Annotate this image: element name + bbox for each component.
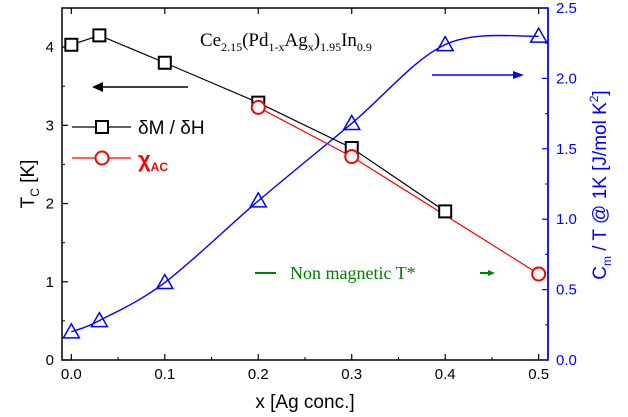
x-axis-ticks: 0.0 0.1 0.2 0.3 0.4 0.5 [61,8,549,383]
cm-fit-curve [71,34,539,333]
legend-item-chi-ac: χAC [72,147,168,174]
title-part: 2.15 [221,40,242,54]
y-right-axis-ticks: 0.0 0.5 1.0 1.5 2.0 2.5 [542,0,577,369]
y-right-tick-label: 1.5 [556,141,577,158]
x-axis-label: x [Ag conc.] [255,392,354,413]
y-left-axis-label: TC [K] [18,160,42,209]
x-tick-label: 0.0 [61,366,82,383]
y-left-axis-ticks: 0 1 2 3 4 [46,39,68,369]
y-left-tick-label: 4 [46,39,54,56]
x-tick-label: 0.2 [248,366,269,383]
annotation-text: Non magnetic T* [290,263,416,283]
annotation-nonmagnetic: Non magnetic T* [255,263,495,283]
series-line [257,106,539,275]
y-left-tick-label: 1 [46,274,54,291]
y-right-tick-label: 2.5 [556,0,577,17]
dmdh-point [92,28,107,43]
series-markers [62,26,548,339]
cm-point [342,113,362,131]
cm-point [62,322,81,339]
right-axis-arrow [432,71,524,79]
cm-point [248,191,268,208]
title-part: 0.9 [357,40,372,54]
y-right-tick-label: 1.0 [556,211,577,228]
y-left-tick-label: 0 [46,352,54,369]
dmdh-point [438,204,453,219]
dmdh-point [157,55,172,70]
series-line [71,34,446,212]
plot-frame [61,7,549,361]
legend-item-dmdh: δM / δH [72,118,205,139]
legend-label-dmdh: δM / δH [138,118,205,139]
cm-point [435,35,455,52]
x-tick-label: 0.3 [341,366,362,383]
y-left-tick-label: 2 [46,196,54,213]
title-part: 1.95 [320,40,341,54]
chart-title: Ce2.15(Pd1-xAgx)1.95In0.9 [200,30,372,54]
cm-point [90,311,109,328]
left-axis-arrow [92,82,188,92]
dmdh-point [64,37,79,52]
title-part: In [341,30,357,51]
y-right-axis-label: Cm / T @ 1K [J/mol K2] [587,90,614,279]
cm-point [529,26,548,43]
chi-ac-point [250,99,266,115]
chi-ac-point [344,149,360,165]
chi-ac-point [531,266,547,282]
title-part: 1-x [269,40,285,54]
y-left-tick-label: 3 [46,117,54,134]
title-part: x [308,40,314,54]
title-part: Ce [200,30,221,51]
legend-label-chi-ac: χAC [138,147,168,174]
y-right-tick-label: 2.0 [556,70,577,87]
cm-point [155,273,175,290]
title-part: ) [314,30,320,51]
title-part: (Pd [242,30,269,51]
x-tick-label: 0.4 [435,366,456,383]
y-right-tick-label: 0.5 [556,282,577,299]
x-tick-label: 0.5 [528,366,549,383]
title-part: Ag [285,30,309,51]
x-tick-label: 0.1 [154,366,175,383]
legend: δM / δH χAC [72,118,205,174]
y-right-tick-label: 0.0 [556,352,577,369]
